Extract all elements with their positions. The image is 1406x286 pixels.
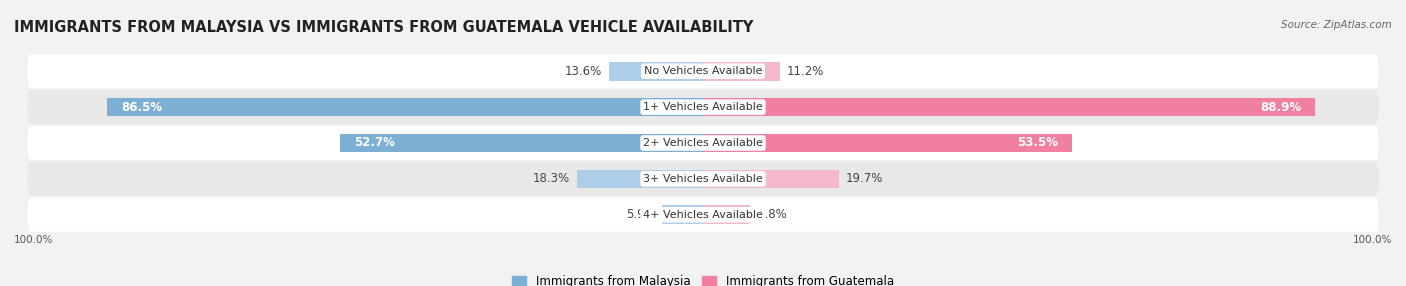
FancyBboxPatch shape [28,90,1378,124]
Text: No Vehicles Available: No Vehicles Available [644,66,762,76]
Text: 4+ Vehicles Available: 4+ Vehicles Available [643,210,763,220]
Text: Source: ZipAtlas.com: Source: ZipAtlas.com [1281,20,1392,30]
Text: 100.0%: 100.0% [14,235,53,245]
Text: 88.9%: 88.9% [1261,101,1302,114]
Text: 52.7%: 52.7% [354,136,395,150]
Text: 18.3%: 18.3% [533,172,569,185]
Text: 19.7%: 19.7% [845,172,883,185]
Text: 5.9%: 5.9% [626,208,655,221]
Text: 86.5%: 86.5% [121,101,162,114]
Bar [703,134,1071,152]
Bar [703,62,780,81]
Bar [107,98,703,116]
Bar [703,170,839,188]
FancyBboxPatch shape [28,54,1378,88]
Text: 2+ Vehicles Available: 2+ Vehicles Available [643,138,763,148]
Text: 11.2%: 11.2% [787,65,824,78]
FancyBboxPatch shape [28,198,1378,232]
FancyBboxPatch shape [28,126,1378,160]
Bar [340,134,703,152]
Bar [703,205,749,224]
Text: 1+ Vehicles Available: 1+ Vehicles Available [643,102,763,112]
Text: IMMIGRANTS FROM MALAYSIA VS IMMIGRANTS FROM GUATEMALA VEHICLE AVAILABILITY: IMMIGRANTS FROM MALAYSIA VS IMMIGRANTS F… [14,20,754,35]
Text: 100.0%: 100.0% [1353,235,1392,245]
Bar [703,98,1316,116]
FancyBboxPatch shape [28,162,1378,196]
Bar [609,62,703,81]
Text: 53.5%: 53.5% [1017,136,1057,150]
Legend: Immigrants from Malaysia, Immigrants from Guatemala: Immigrants from Malaysia, Immigrants fro… [508,270,898,286]
Bar [662,205,703,224]
Text: 13.6%: 13.6% [565,65,602,78]
Text: 3+ Vehicles Available: 3+ Vehicles Available [643,174,763,184]
Bar [576,170,703,188]
Text: 6.8%: 6.8% [756,208,786,221]
